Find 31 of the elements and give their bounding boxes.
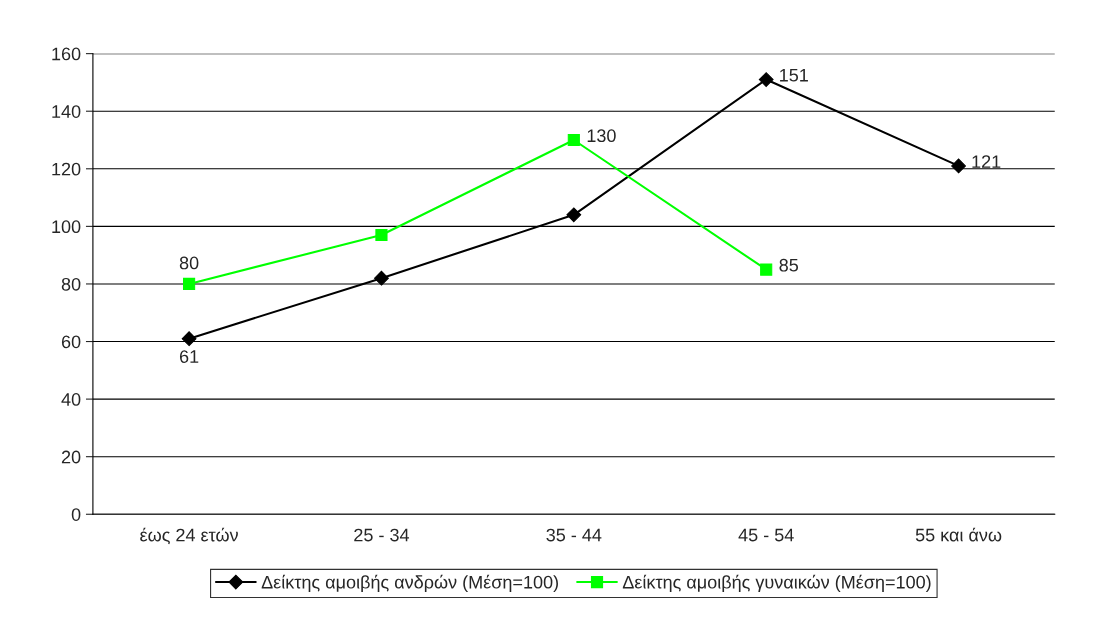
point <box>375 228 388 242</box>
x-tick-label: έως 24 ετών <box>140 527 238 545</box>
data-label: 121 <box>972 155 1001 168</box>
y-tick-label: 0 <box>71 508 81 521</box>
point <box>374 270 389 286</box>
point <box>183 277 196 291</box>
data-label: 80 <box>179 256 199 270</box>
data-label: 85 <box>779 258 799 272</box>
y-tick-label: 140 <box>52 105 81 118</box>
x-tick-label: 25 - 34 <box>354 528 410 542</box>
x-tick-label: 35 - 44 <box>546 528 602 542</box>
legend-label: Δείκτης αμοιβής γυναικών (Μέση=100) <box>622 574 931 593</box>
y-tick-label: 160 <box>52 47 81 61</box>
point <box>760 263 773 276</box>
data-label: 130 <box>587 129 616 143</box>
y-tick-label: 80 <box>61 277 81 291</box>
point <box>566 207 582 223</box>
y-tick-label: 100 <box>52 220 81 234</box>
point <box>951 158 966 174</box>
x-tick-label: 45 - 54 <box>738 528 794 542</box>
y-tick-label: 40 <box>61 393 81 406</box>
legend-label: Δείκτης αμοιβής ανδρών (Μέση=100) <box>261 574 558 593</box>
point <box>181 331 197 347</box>
y-tick-label: 120 <box>52 162 81 176</box>
point <box>567 133 580 147</box>
y-tick-label: 20 <box>61 450 81 464</box>
data-label: 61 <box>179 350 199 363</box>
point <box>758 72 774 87</box>
y-tick-label: 60 <box>61 335 81 349</box>
data-label: 151 <box>780 69 808 82</box>
x-tick-label: 55 και άνω <box>915 527 1002 542</box>
